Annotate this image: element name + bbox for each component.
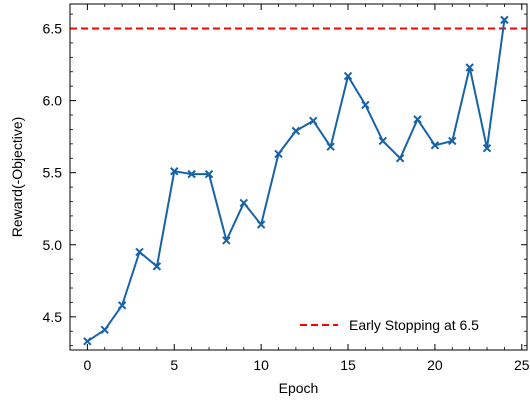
data-point-marker <box>378 136 387 146</box>
data-point-marker <box>222 236 231 245</box>
data-point-marker <box>100 325 109 335</box>
data-point-marker <box>326 142 335 151</box>
data-point-marker <box>256 220 266 229</box>
data-point-marker <box>448 136 457 146</box>
data-point-marker <box>482 143 492 153</box>
data-point-marker <box>204 169 214 179</box>
data-point-marker <box>430 141 440 150</box>
data-point-marker <box>239 198 248 208</box>
x-tick-labels: 0 5 10 15 20 25 <box>83 357 529 373</box>
data-point-marker <box>361 100 370 110</box>
data-point-marker <box>291 126 301 136</box>
x-tick-label: 25 <box>514 357 530 373</box>
data-point-marker <box>274 149 283 159</box>
y-tick-label: 4.5 <box>43 309 63 325</box>
y-tick-labels: 4.5 5.0 5.5 6.0 6.5 <box>43 21 63 325</box>
y-tick-label: 6.5 <box>43 21 63 37</box>
y-tick-label: 6.0 <box>43 93 63 109</box>
data-point-marker <box>83 337 92 346</box>
y-tick-label: 5.0 <box>43 237 63 253</box>
x-tick-label: 10 <box>253 357 269 373</box>
legend-label-early-stopping: Early Stopping at 6.5 <box>349 317 479 333</box>
data-point-marker <box>343 71 353 81</box>
y-axis-label: Reward(-Objective) <box>9 117 25 238</box>
x-axis-label: Epoch <box>279 380 319 396</box>
x-tick-label: 5 <box>170 357 178 373</box>
x-tick-label: 15 <box>340 357 356 373</box>
plot-frame <box>69 3 528 351</box>
legend: Early Stopping at 6.5 <box>300 317 479 333</box>
plot-area <box>70 4 527 350</box>
reward-markers <box>83 15 509 346</box>
data-point-marker <box>152 262 162 271</box>
data-point-marker <box>117 301 127 310</box>
data-point-marker <box>465 63 474 72</box>
data-point-marker <box>170 167 179 176</box>
data-point-marker <box>395 154 405 163</box>
data-point-marker <box>500 15 509 25</box>
data-point-marker <box>413 115 422 124</box>
data-point-marker <box>309 116 318 125</box>
data-point-marker <box>187 169 196 179</box>
data-point-marker <box>135 247 144 257</box>
x-tick-label: 20 <box>427 357 443 373</box>
y-tick-label: 5.5 <box>43 165 63 181</box>
x-tick-label: 0 <box>83 357 91 373</box>
